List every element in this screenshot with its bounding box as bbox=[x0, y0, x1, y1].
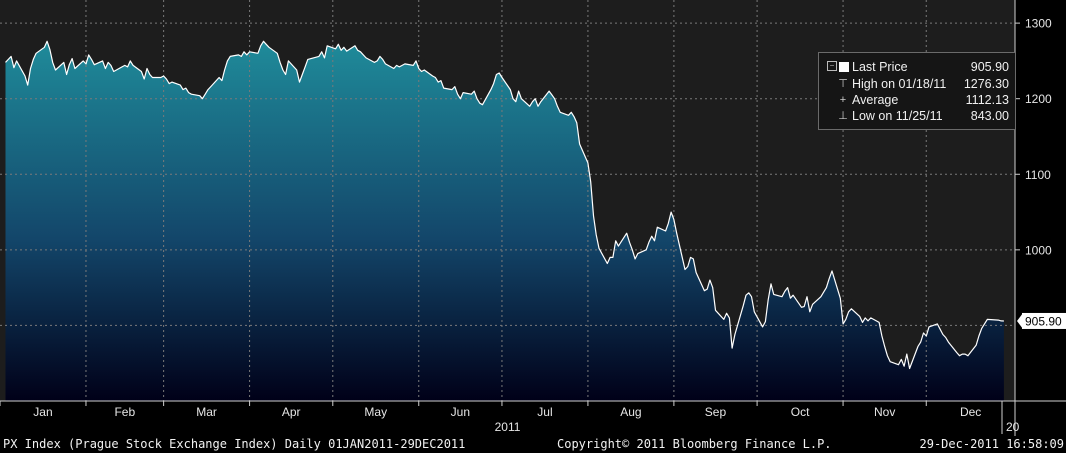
y-tick-label: 1000 bbox=[1025, 243, 1052, 257]
average-marker-icon: + bbox=[839, 94, 847, 106]
legend-last-price: − Last Price 905.90 bbox=[819, 59, 1013, 75]
y-tick-label: 1200 bbox=[1025, 92, 1052, 106]
footer-description: PX Index (Prague Stock Exchange Index) D… bbox=[3, 437, 466, 451]
legend-low: ⊥ Low on 11/25/11 843.00 bbox=[819, 108, 1013, 124]
x-tick-label: Oct bbox=[791, 405, 810, 419]
footer-copyright: Copyright© 2011 Bloomberg Finance L.P. bbox=[557, 437, 832, 451]
x-tick-label: Dec bbox=[960, 405, 981, 419]
last-price-marker-label: 905.90 bbox=[1025, 314, 1062, 328]
x-tick-label: Jul bbox=[537, 405, 552, 419]
last-price-marker-arrow bbox=[1017, 312, 1023, 329]
x-tick-label: Sep bbox=[705, 405, 727, 419]
x-tick-label: May bbox=[364, 405, 387, 419]
x-axis-year-label: 2011 bbox=[495, 420, 521, 434]
chart-legend: − Last Price 905.90 ⊤ High on 01/18/11 1… bbox=[818, 52, 1016, 130]
legend-average-value: 1112.13 bbox=[965, 93, 1009, 107]
y-tick-label: 1100 bbox=[1025, 168, 1051, 182]
legend-average-label: Average bbox=[852, 93, 899, 107]
y-axis-band bbox=[1015, 0, 1066, 401]
legend-high-value: 1276.30 bbox=[963, 77, 1009, 91]
high-marker-icon: ⊤ bbox=[838, 78, 848, 90]
legend-high-label: High on 01/18/11 bbox=[852, 77, 947, 91]
legend-last-price-value: 905.90 bbox=[970, 60, 1009, 74]
last-price-marker bbox=[1022, 312, 1066, 329]
x-tick-label: Apr bbox=[282, 405, 301, 419]
legend-low-value: 843.00 bbox=[970, 109, 1009, 123]
collapse-icon[interactable]: − bbox=[827, 61, 837, 71]
x-tick-label: Mar bbox=[196, 405, 217, 419]
x-tick-label: Jan bbox=[33, 405, 52, 419]
footer-timestamp: 29-Dec-2011 16:58:09 bbox=[919, 437, 1065, 451]
x-tick-label: Aug bbox=[620, 405, 641, 419]
x-tick-label: Nov bbox=[874, 405, 895, 419]
white-square-icon bbox=[839, 62, 849, 72]
low-marker-icon: ⊥ bbox=[838, 110, 848, 122]
legend-low-label: Low on 11/25/11 bbox=[852, 109, 943, 123]
x-axis-band bbox=[0, 401, 1066, 436]
y-tick-label: 1300 bbox=[1025, 17, 1052, 31]
x-tick-label: Jun bbox=[451, 405, 470, 419]
legend-high: ⊤ High on 01/18/11 1276.30 bbox=[819, 76, 1013, 92]
legend-last-price-label: Last Price bbox=[852, 60, 908, 74]
x-axis-next-year-label: 20 bbox=[1006, 420, 1020, 434]
price-line bbox=[5, 40, 1004, 370]
price-area bbox=[5, 41, 1004, 402]
x-tick-label: Feb bbox=[114, 405, 135, 419]
legend-average: + Average 1112.13 bbox=[819, 92, 1013, 108]
